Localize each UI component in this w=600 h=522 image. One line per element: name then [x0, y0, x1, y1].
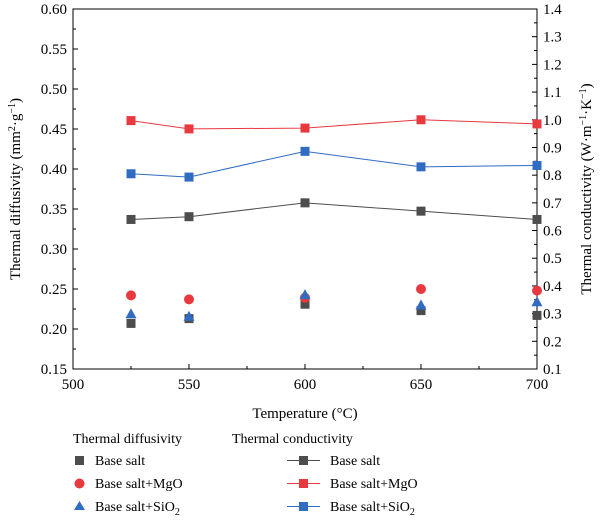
y-left-tick-label: 0.20	[41, 322, 67, 338]
right-axis-ticks: 0.1 0.2 0.3 0.4 0.5 0.6 0.7 0.8 0.9 1.0 1.1 1.2 1.3 1…	[532, 2, 562, 378]
conductivity-point-1	[532, 119, 542, 129]
legend-label-diffusivity-sio2: Base salt+SiO2	[95, 500, 180, 518]
y-left-tick-label: 0.25	[41, 282, 67, 298]
y-left-tick-label: 0.35	[41, 202, 67, 218]
legend-marker-conductivity-sio2	[299, 502, 308, 511]
conductivity-point-0	[532, 214, 542, 224]
y-left-tick-label: 0.45	[41, 122, 67, 138]
plot-frame	[72, 8, 538, 370]
x-axis-title: Temperature (°C)	[252, 406, 357, 422]
y-right-tick-label: 0.3	[543, 307, 562, 323]
legend-marker-diffusivity-mgo	[74, 478, 85, 489]
bottom-axis-ticks: 500 550 600 650 700	[62, 364, 549, 393]
diffusivity-point-1	[184, 294, 194, 305]
y-right-tick-label: 0.2	[543, 334, 562, 350]
y-right-tick-label: 0.1	[543, 362, 562, 378]
legend-label-conductivity-mgo: Base salt+MgO	[330, 477, 418, 492]
conductivity-point-0	[184, 212, 194, 222]
y-right-tick-label: 0.8	[543, 168, 562, 184]
diffusivity-point-2	[299, 289, 311, 300]
conductivity-point-2	[300, 146, 310, 156]
legend-marker-diffusivity-base	[75, 456, 84, 465]
conductivity-point-2	[184, 172, 194, 182]
y-left-tick-label: 0.40	[41, 162, 67, 178]
legend-label-conductivity-base: Base salt	[330, 454, 380, 469]
y-right-tick-label: 1.1	[543, 85, 562, 101]
legend-heading-diffusivity: Thermal diffusivity	[73, 432, 182, 447]
diffusivity-point-2	[415, 299, 427, 310]
legend-label-conductivity-sio2: Base salt+SiO2	[330, 500, 415, 518]
x-tick-label: 650	[410, 377, 433, 393]
y-right-tick-label: 1.0	[543, 113, 562, 129]
diffusivity-point-0	[126, 318, 136, 328]
x-tick-label: 700	[526, 377, 549, 393]
conductivity-point-1	[300, 123, 310, 133]
y-right-tick-label: 1.4	[543, 2, 562, 18]
conductivity-point-2	[532, 160, 542, 170]
diffusivity-point-2	[125, 308, 137, 319]
conductivity-point-0	[416, 206, 426, 216]
conductivity-point-1	[184, 124, 194, 134]
legend-label-diffusivity-base: Base salt	[95, 454, 145, 469]
legend-marker-conductivity-base	[299, 456, 308, 465]
diffusivity-point-0	[416, 306, 426, 316]
y-right-tick-label: 1.3	[543, 30, 562, 46]
y-right-tick-label: 0.4	[543, 279, 562, 295]
y-right-axis-title: Thermal conductivity (W·m−1·K−1)	[578, 83, 595, 294]
diffusivity-point-0	[532, 310, 542, 320]
legend-marker-conductivity-mgo	[299, 479, 308, 488]
diffusivity-point-2	[531, 296, 543, 307]
diffusivity-point-1	[532, 285, 542, 296]
conductivity-point-2	[126, 169, 136, 179]
y-right-tick-label: 0.6	[543, 224, 562, 240]
y-left-tick-label: 0.15	[41, 362, 67, 378]
legend: Thermal diffusivity Thermal conductivity…	[73, 432, 418, 518]
legend-label-diffusivity-mgo: Base salt+MgO	[95, 477, 183, 492]
y-right-tick-label: 0.5	[543, 251, 562, 267]
conductivity-point-0	[300, 198, 310, 208]
diffusivity-point-1	[126, 290, 136, 301]
y-left-tick-label: 0.55	[41, 42, 67, 58]
y-left-tick-label: 0.30	[41, 242, 67, 258]
y-right-tick-label: 0.7	[543, 196, 562, 212]
legend-heading-conductivity: Thermal conductivity	[232, 432, 353, 447]
conductivity-point-0	[126, 214, 136, 224]
series-layer	[125, 115, 543, 328]
y-right-tick-label: 0.9	[543, 140, 562, 156]
y-right-tick-label: 1.2	[543, 57, 562, 73]
conductivity-point-2	[416, 162, 426, 172]
y-left-tick-label: 0.60	[41, 2, 67, 18]
x-tick-label: 550	[178, 377, 201, 393]
left-axis-ticks: 0.15 0.20 0.25 0.30 0.35 0.40 0.45 0.50 0.55 0.60	[41, 2, 78, 378]
conductivity-point-1	[416, 115, 426, 125]
y-left-tick-label: 0.50	[41, 82, 67, 98]
x-tick-label: 600	[294, 377, 317, 393]
legend-marker-diffusivity-sio2	[74, 501, 85, 510]
diffusivity-point-1	[416, 284, 426, 294]
conductivity-point-1	[126, 116, 136, 126]
diffusivity-point-0	[300, 299, 310, 309]
diffusivity-point-2	[183, 310, 195, 321]
x-tick-label: 500	[62, 377, 85, 393]
y-left-axis-title: Thermal diffusivity (mm2·g−1)	[7, 98, 24, 280]
